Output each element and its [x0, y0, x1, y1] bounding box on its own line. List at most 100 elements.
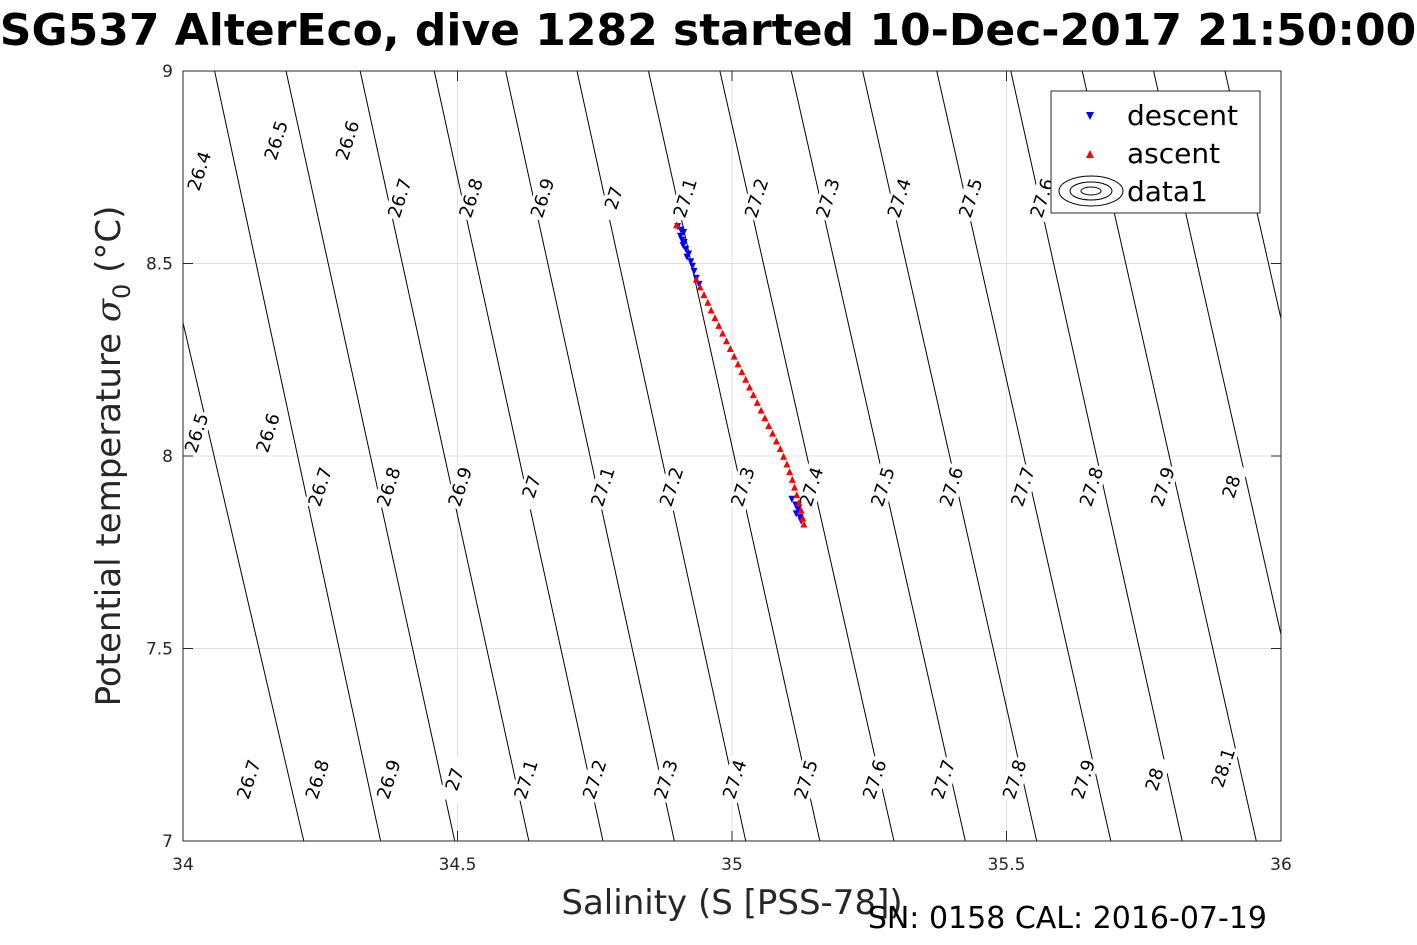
- contour-label-background: [935, 462, 968, 511]
- descent-point: [680, 228, 688, 236]
- contour-label-background: [789, 755, 823, 804]
- contour-label-background: [303, 462, 337, 511]
- ascent-point: [723, 337, 731, 345]
- contour-label-background: [954, 174, 988, 223]
- legend: descent ascent data1: [1050, 90, 1261, 214]
- ascent-point: [730, 352, 738, 360]
- contour-label-background: [718, 755, 752, 804]
- contour-label-background: [331, 116, 365, 165]
- ascent-point: [765, 421, 773, 429]
- descent-point: [690, 267, 698, 275]
- descent-point: [687, 258, 695, 266]
- contour-label-background: [1215, 462, 1248, 511]
- contour-label-background: [597, 174, 631, 223]
- data-series: [673, 221, 808, 528]
- ascent-point: [772, 437, 780, 445]
- contour-label-background: [883, 174, 916, 223]
- contour-label-background: [1207, 743, 1240, 792]
- legend-descent-marker: [1086, 112, 1094, 120]
- descent-point: [792, 510, 800, 518]
- ascent-point: [738, 368, 746, 376]
- ascent-point: [780, 452, 788, 460]
- contour-label-background: [927, 755, 960, 804]
- x-tick-label: 34: [172, 855, 194, 875]
- isopycnal-line: [790, 71, 966, 841]
- ascent-point: [742, 375, 750, 383]
- y-axis-label-unit: (°C): [89, 206, 129, 284]
- isopycnal-line: [1010, 71, 1183, 841]
- ascent-point: [783, 460, 791, 468]
- contour-label-background: [509, 755, 543, 804]
- ascent-point: [696, 283, 704, 291]
- contour-label-background: [740, 174, 774, 223]
- ascent-point: [749, 391, 757, 399]
- ascent-point: [715, 321, 723, 329]
- legend-ascent-marker: [1086, 150, 1094, 158]
- contour-label-background: [726, 462, 760, 511]
- contour-labels: 26.426.5 26.626.7 26.8 26.9 27 27.1 27.2 27.3 27…: [180, 116, 1248, 804]
- x-tick-label: 35: [721, 855, 743, 875]
- ascent-point: [795, 498, 803, 506]
- contour-label-background: [251, 408, 285, 457]
- x-axis-label: Salinity (S [PSS-78]): [561, 883, 902, 923]
- contour-label-background: [1146, 462, 1180, 511]
- y-axis-label-subscript: 0: [108, 284, 136, 299]
- contour-label-background: [669, 174, 702, 223]
- x-tick-label: 34.5: [439, 855, 477, 875]
- ascent-point: [746, 383, 754, 391]
- isopycnal-line: [719, 71, 895, 841]
- contour-label-background: [586, 462, 620, 511]
- descent-point: [788, 495, 796, 503]
- y-axis-label-text: Potential temperature: [89, 322, 129, 706]
- descent-point: [679, 242, 687, 250]
- isopycnal-line: [359, 71, 530, 841]
- contour-label-background: [655, 462, 688, 511]
- ascent-point: [776, 445, 784, 453]
- ascent-point: [788, 475, 796, 483]
- contour-label-background: [649, 755, 683, 804]
- ascent-point: [793, 491, 801, 499]
- ascent-point: [786, 468, 794, 476]
- legend-ascent-label: ascent: [1127, 137, 1220, 170]
- contour-label-background: [301, 755, 334, 804]
- contour-label-background: [1067, 755, 1100, 804]
- ascent-point: [757, 406, 765, 414]
- contour-label-background: [454, 174, 488, 223]
- contour-label-background: [383, 174, 417, 223]
- ascent-point: [673, 221, 681, 229]
- y-axis-label-symbol: σ: [89, 298, 129, 322]
- isopycnal-line: [285, 71, 456, 841]
- isopycnal-line: [862, 71, 1038, 841]
- isopycnal-line: [214, 71, 382, 841]
- x-tick-label: 35.5: [988, 855, 1026, 875]
- contour-label-background: [515, 462, 548, 511]
- contour-label-background: [795, 462, 828, 511]
- contour-label-background: [443, 462, 477, 511]
- contour-label-background: [578, 755, 612, 804]
- isopycnal-line: [433, 71, 604, 841]
- ascent-point: [719, 329, 727, 337]
- ascent-point: [791, 483, 799, 491]
- y-tick-label: 8: [162, 447, 173, 467]
- y-tick-label: 8.5: [146, 255, 173, 275]
- contour-label-background: [183, 147, 216, 196]
- y-tick-label: 7.5: [146, 640, 173, 660]
- contour-label-background: [811, 174, 845, 223]
- descent-point: [688, 262, 696, 270]
- contour-label-background: [998, 755, 1032, 804]
- contour-label-background: [438, 755, 472, 804]
- legend-box: [1050, 90, 1261, 214]
- descent-point: [676, 232, 684, 240]
- ascent-point: [692, 275, 700, 283]
- ascent-point: [761, 414, 769, 422]
- axis-ticks: 34 34.5 35 35.5 36 7 7.5 8 8.5 9: [146, 62, 1292, 875]
- descent-point: [794, 506, 802, 514]
- ascent-point: [753, 398, 761, 406]
- calibration-footer: SN: 0158 CAL: 2016-07-19: [868, 901, 1267, 936]
- ascent-point: [700, 291, 708, 299]
- ascent-point: [726, 344, 734, 352]
- contour-label-background: [180, 408, 214, 457]
- contour-label-background: [866, 462, 900, 511]
- ascent-point: [711, 314, 719, 322]
